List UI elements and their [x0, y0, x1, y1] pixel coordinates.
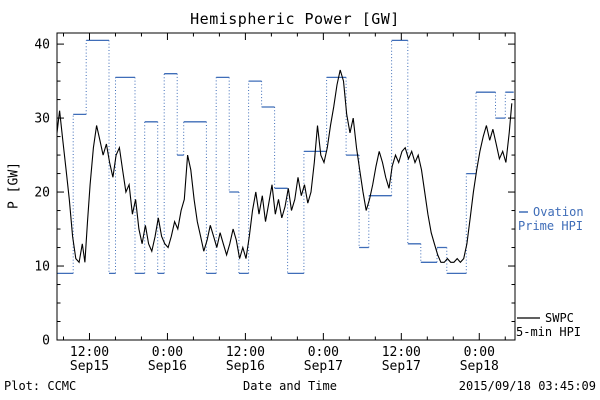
footer-timestamp: 2015/09/18 03:45:09	[458, 379, 596, 393]
x-tick-label: Sep17	[382, 359, 421, 374]
swpc-line-sample-icon	[517, 317, 540, 319]
y-tick-label: 40	[34, 38, 50, 53]
legend-swpc-line2: 5-min HPI	[516, 325, 582, 339]
y-axis-label: P [GW]	[6, 162, 22, 209]
y-tick-label: 0	[42, 334, 50, 349]
x-tick-label: Sep17	[304, 359, 343, 374]
x-axis-title: Date and Time	[243, 379, 337, 393]
x-tick-label: Sep16	[148, 359, 187, 374]
x-tick-label: 12:00	[226, 345, 265, 360]
y-tick-label: 20	[34, 186, 50, 201]
legend-ovation-line2: Prime HPI	[518, 219, 584, 233]
plot-box	[56, 32, 516, 341]
y-tick-label: 10	[34, 260, 50, 275]
x-tick-label: Sep18	[460, 359, 499, 374]
ovation-transition-segments	[72, 40, 506, 274]
ovation-line-sample-icon	[519, 211, 528, 213]
footer-plot-source: Plot: CCMC	[4, 379, 77, 393]
y-tick-label: 30	[34, 112, 50, 127]
x-tick-label: 12:00	[70, 345, 109, 360]
x-tick-label: 0:00	[308, 345, 339, 360]
swpc-series-path	[57, 69, 513, 264]
x-tick-label: 12:00	[382, 345, 421, 360]
legend-swpc-line1: SWPC	[545, 311, 574, 325]
legend-ovation-line1: Ovation	[533, 205, 584, 219]
legend-ovation: Ovation Prime HPI	[518, 205, 584, 233]
chart-title: Hemispheric Power [GW]	[190, 10, 400, 28]
ovation-level-segments	[57, 39, 514, 275]
legend-swpc: SWPC 5-min HPI	[516, 311, 581, 339]
x-tick-label: Sep16	[226, 359, 265, 374]
x-tick-label: Sep15	[70, 359, 109, 374]
x-tick-label: 0:00	[464, 345, 495, 360]
x-tick-label: 0:00	[152, 345, 183, 360]
